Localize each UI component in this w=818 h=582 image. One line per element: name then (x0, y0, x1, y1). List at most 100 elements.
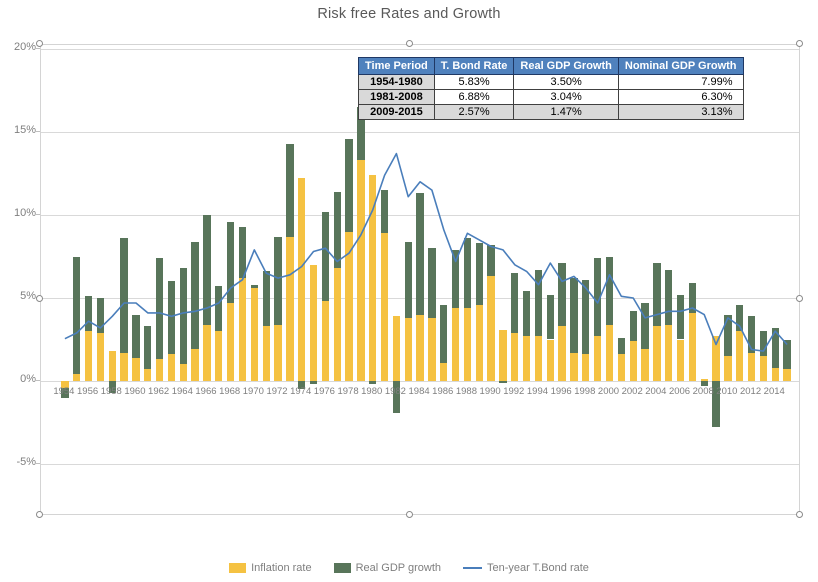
bar-real-gdp-growth[interactable] (84, 296, 93, 332)
bar-inflation[interactable] (724, 356, 732, 381)
bar-inflation[interactable] (96, 332, 105, 381)
bar-real-gdp-growth[interactable] (404, 241, 412, 318)
bar-real-gdp-growth[interactable] (570, 278, 578, 353)
bar-real-gdp-growth[interactable] (179, 268, 187, 365)
bar-inflation[interactable] (676, 339, 685, 381)
bar-real-gdp-growth[interactable] (61, 387, 69, 398)
bar-inflation[interactable] (522, 336, 531, 381)
bar-inflation[interactable] (120, 352, 128, 381)
bar-real-gdp-growth[interactable] (665, 269, 673, 325)
resize-handle-bottom-center[interactable] (406, 511, 413, 518)
bar-inflation[interactable] (108, 351, 116, 381)
bar-real-gdp-growth[interactable] (215, 286, 223, 332)
bar-real-gdp-growth[interactable] (558, 263, 566, 327)
bar-inflation[interactable] (428, 317, 436, 381)
tbond-rate-line[interactable] (41, 45, 801, 516)
legend-item-realgdp[interactable]: Real GDP growth (333, 562, 441, 574)
bar-real-gdp-growth[interactable] (771, 327, 779, 368)
bar-real-gdp-growth[interactable] (132, 314, 140, 358)
bar-real-gdp-growth[interactable] (546, 294, 554, 340)
bar-real-gdp-growth[interactable] (321, 211, 330, 302)
bar-real-gdp-growth[interactable] (108, 381, 116, 393)
legend-item-inflation[interactable]: Inflation rate (229, 562, 312, 574)
bar-real-gdp-growth[interactable] (736, 304, 744, 332)
bar-real-gdp-growth[interactable] (605, 256, 614, 325)
bar-inflation[interactable] (736, 331, 744, 381)
bar-inflation[interactable] (511, 332, 519, 381)
bar-real-gdp-growth[interactable] (522, 291, 531, 337)
bar-inflation[interactable] (321, 301, 330, 381)
bar-real-gdp-growth[interactable] (629, 311, 637, 342)
bar-inflation[interactable] (286, 236, 294, 381)
bar-real-gdp-growth[interactable] (534, 269, 543, 337)
bar-inflation[interactable] (345, 231, 353, 381)
bar-inflation[interactable] (771, 367, 779, 381)
bar-real-gdp-growth[interactable] (783, 339, 791, 370)
bar-real-gdp-growth[interactable] (724, 314, 732, 357)
bar-inflation[interactable] (203, 324, 211, 381)
bar-real-gdp-growth[interactable] (511, 273, 519, 333)
bar-real-gdp-growth[interactable] (747, 316, 756, 353)
bar-inflation[interactable] (262, 326, 270, 381)
legend-item-tbond[interactable]: Ten-year T.Bond rate (463, 562, 589, 574)
bar-inflation[interactable] (759, 356, 768, 381)
bar-real-gdp-growth[interactable] (487, 244, 495, 277)
bar-real-gdp-growth[interactable] (440, 304, 448, 363)
resize-handle-top-left[interactable] (36, 40, 43, 47)
bar-real-gdp-growth[interactable] (286, 143, 294, 237)
resize-handle-bottom-left[interactable] (36, 511, 43, 518)
bar-real-gdp-growth[interactable] (499, 381, 507, 383)
bar-inflation[interactable] (487, 276, 495, 381)
bar-inflation[interactable] (582, 354, 590, 381)
bar-real-gdp-growth[interactable] (345, 138, 353, 232)
bar-inflation[interactable] (298, 178, 306, 381)
bar-real-gdp-growth[interactable] (463, 238, 472, 308)
bar-inflation[interactable] (700, 379, 708, 381)
bar-inflation[interactable] (747, 352, 756, 381)
bar-real-gdp-growth[interactable] (593, 258, 602, 337)
bar-inflation[interactable] (416, 314, 424, 381)
bar-real-gdp-growth[interactable] (144, 326, 152, 370)
bar-real-gdp-growth[interactable] (641, 302, 649, 350)
bar-inflation[interactable] (167, 354, 176, 381)
bar-real-gdp-growth[interactable] (203, 215, 211, 325)
bar-inflation[interactable] (629, 341, 637, 381)
bar-real-gdp-growth[interactable] (298, 381, 306, 390)
bar-real-gdp-growth[interactable] (582, 279, 590, 355)
bar-inflation[interactable] (712, 336, 720, 381)
bar-real-gdp-growth[interactable] (416, 193, 424, 315)
bar-inflation[interactable] (357, 160, 365, 381)
bar-real-gdp-growth[interactable] (333, 191, 341, 269)
bar-inflation[interactable] (226, 302, 235, 381)
bar-inflation[interactable] (215, 331, 223, 381)
bar-inflation[interactable] (73, 374, 81, 381)
bar-real-gdp-growth[interactable] (238, 226, 247, 279)
bar-real-gdp-growth[interactable] (369, 381, 377, 385)
bar-real-gdp-growth[interactable] (191, 241, 199, 350)
bar-inflation[interactable] (688, 312, 697, 381)
bar-real-gdp-growth[interactable] (688, 283, 697, 313)
bar-inflation[interactable] (333, 268, 341, 381)
bar-inflation[interactable] (380, 233, 389, 381)
bar-real-gdp-growth[interactable] (759, 331, 768, 357)
bar-inflation[interactable] (61, 381, 69, 388)
bar-real-gdp-growth[interactable] (617, 337, 625, 355)
bar-inflation[interactable] (451, 307, 460, 381)
bar-inflation[interactable] (558, 326, 566, 381)
bar-real-gdp-growth[interactable] (428, 248, 436, 318)
bar-inflation[interactable] (84, 331, 93, 381)
resize-handle-middle-right[interactable] (796, 295, 803, 302)
bar-inflation[interactable] (404, 317, 412, 381)
bar-inflation[interactable] (132, 357, 140, 381)
bar-inflation[interactable] (392, 316, 401, 381)
plot-area[interactable] (40, 44, 800, 515)
bar-real-gdp-growth[interactable] (167, 281, 176, 355)
bar-inflation[interactable] (783, 369, 791, 381)
bar-inflation[interactable] (440, 362, 448, 381)
bar-real-gdp-growth[interactable] (120, 238, 128, 353)
bar-inflation[interactable] (274, 324, 282, 381)
bar-inflation[interactable] (369, 175, 377, 381)
bar-inflation[interactable] (605, 324, 614, 381)
bar-real-gdp-growth[interactable] (475, 243, 483, 305)
bar-real-gdp-growth[interactable] (250, 284, 258, 289)
